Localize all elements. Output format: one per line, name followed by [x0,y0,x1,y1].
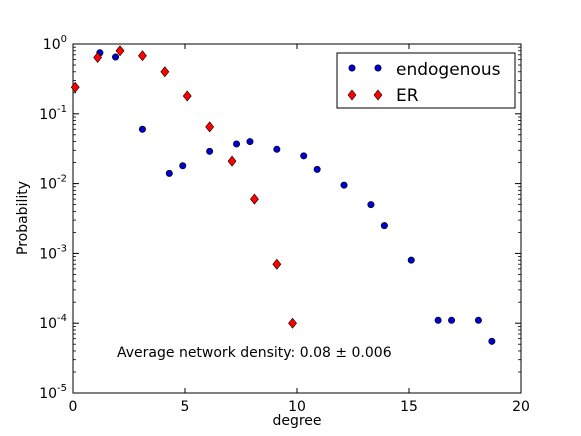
data-point-er [227,155,237,167]
data-point-er [205,121,215,133]
data-point-er [250,193,259,205]
data-point-endogenous [340,181,348,189]
data-point-endogenous [474,316,482,324]
data-point-endogenous [313,165,321,173]
data-point-endogenous [112,53,120,61]
legend-marker-endogenous-2 [374,64,382,72]
x-tick-label: 15 [400,399,418,415]
data-point-er [182,90,192,102]
legend-label-endogenous: endogenous [396,60,501,80]
y-tick-label: 10-3 [39,243,67,262]
data-point-endogenous [434,316,442,324]
data-point-endogenous [367,201,375,209]
data-point-er [93,52,103,64]
y-tick-label: 10-5 [39,383,67,402]
data-point-er [160,66,170,78]
legend-marker-endogenous-1 [348,64,356,72]
data-point-er [272,258,282,270]
data-point-endogenous [273,145,281,153]
legend-box [336,52,516,109]
legend: endogenous ER [336,52,516,109]
data-point-endogenous [246,138,254,146]
legend-marker-er-1 [347,89,357,101]
y-tick-label: 10-2 [39,174,67,193]
data-point-endogenous [206,147,214,155]
data-point-er [70,81,80,93]
data-point-endogenous [300,152,308,160]
annotation-text: Average network density: 0.08 ± 0.006 [117,345,392,361]
data-point-endogenous [165,169,173,177]
legend-label-er: ER [396,86,419,106]
data-point-er [288,317,297,329]
data-markers [70,45,496,345]
legend-marker-er-2 [373,89,383,101]
x-tick-label: 10 [288,399,306,415]
y-tick-label: 100 [43,34,67,53]
x-tick-label: 20 [512,399,530,415]
data-point-endogenous [407,256,415,264]
data-point-endogenous [380,222,388,230]
data-point-endogenous [448,316,456,324]
axis-ticks: 0 5 10 15 20 10-5 10-4 10-3 10-2 10-1 100 [39,34,530,415]
data-point-endogenous [138,125,146,133]
x-axis-title: degree [272,413,321,429]
y-tick-label: 10-4 [39,313,67,332]
data-point-endogenous [488,337,496,345]
data-point-er [138,50,147,62]
x-tick-label: 5 [181,399,190,415]
data-point-endogenous [233,140,241,148]
y-axis-title: Probability [15,181,31,255]
x-tick-label: 0 [69,399,78,415]
y-tick-label: 10-1 [39,104,67,123]
data-point-er [115,45,125,57]
data-point-endogenous [179,162,187,170]
